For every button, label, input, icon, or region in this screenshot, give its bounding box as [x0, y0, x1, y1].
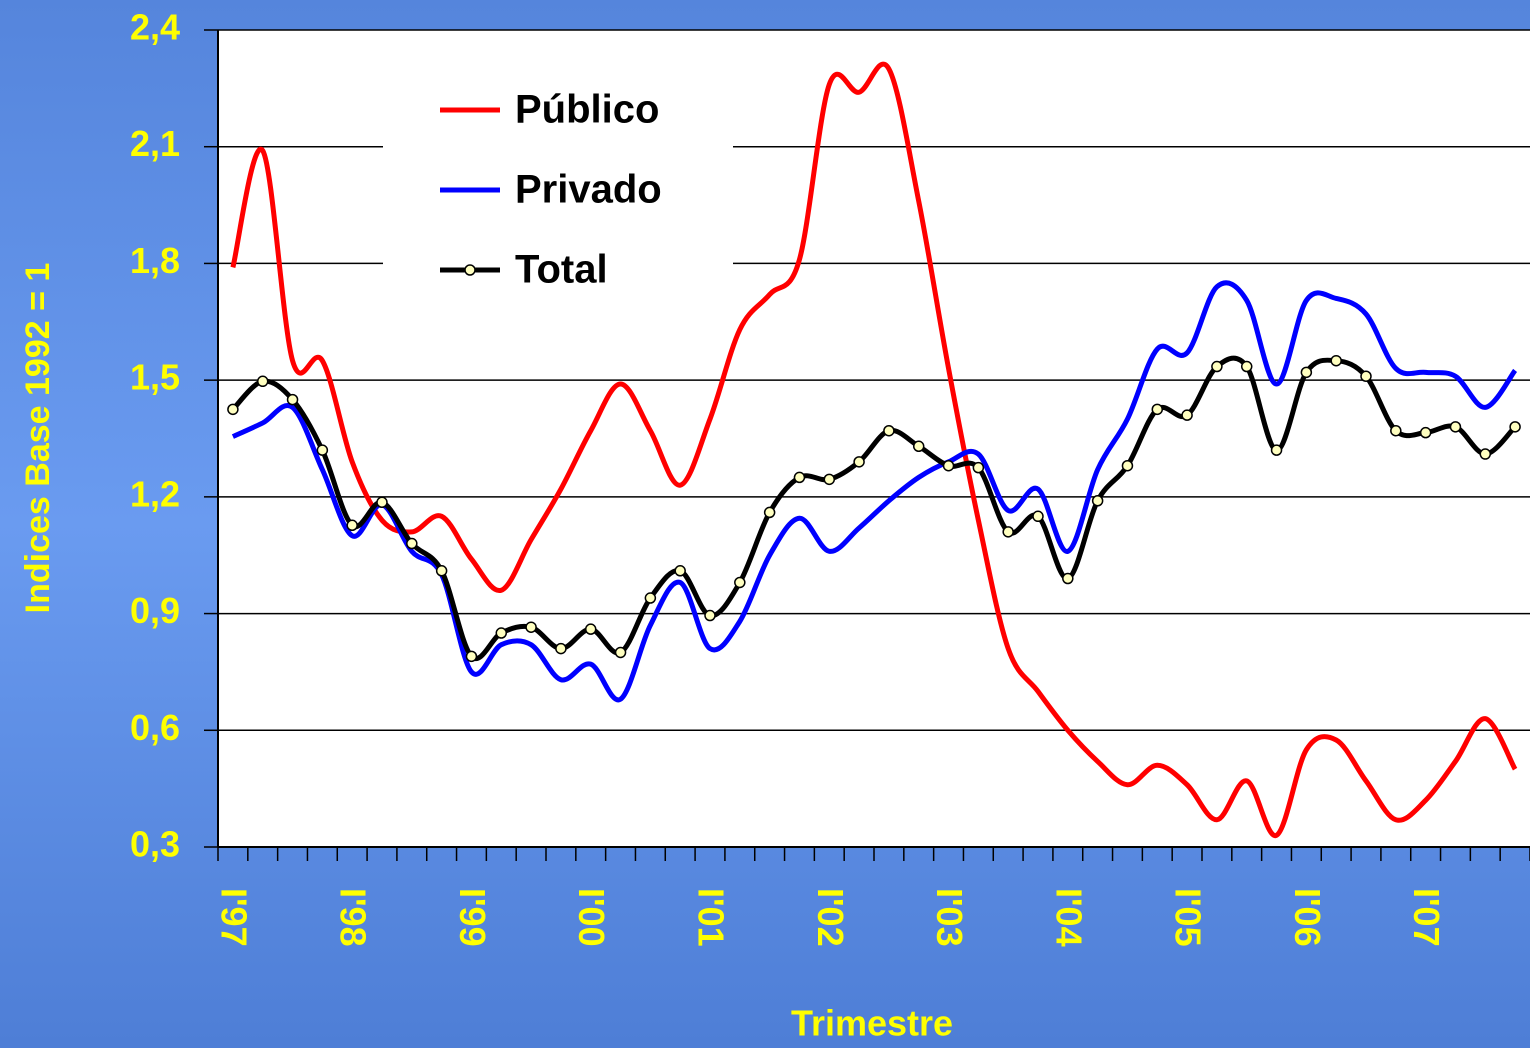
point — [1419, 426, 1432, 439]
y-tick-label: 0,9 — [130, 590, 180, 631]
point — [793, 471, 806, 484]
x-tick-label: I'07 — [1406, 888, 1447, 947]
point — [942, 459, 955, 472]
x-tick-label: I'98 — [333, 888, 374, 947]
point — [763, 506, 776, 519]
point — [555, 642, 567, 655]
point — [1390, 424, 1402, 437]
series-line — [230, 61, 1518, 838]
y-tick-label: 2,1 — [130, 123, 180, 164]
point — [1479, 448, 1492, 460]
x-tick-label: I'97 — [213, 888, 254, 947]
legend-label: Público — [515, 88, 659, 132]
point — [1002, 526, 1014, 538]
point — [406, 537, 418, 550]
point — [1360, 370, 1372, 383]
point — [1181, 409, 1193, 421]
x-tick-label: I'99 — [452, 888, 493, 947]
point — [644, 592, 657, 604]
point — [376, 496, 388, 509]
x-tick-label: I'00 — [571, 888, 612, 947]
point — [256, 375, 269, 388]
x-tick-label: I'04 — [1048, 888, 1089, 947]
x-tick-label: I'03 — [929, 888, 970, 947]
x-tick-label: I'02 — [810, 888, 851, 947]
y-tick-label: 1,8 — [130, 240, 180, 281]
point — [912, 440, 925, 453]
point — [1091, 494, 1104, 507]
point — [227, 403, 239, 416]
x-tick-label: I'05 — [1168, 888, 1209, 947]
x-axis-title: Trimestre — [791, 1003, 953, 1044]
point — [1151, 403, 1164, 416]
point — [1300, 366, 1313, 379]
point — [465, 650, 478, 663]
x-tick-label: I'06 — [1287, 888, 1328, 947]
point — [734, 576, 746, 589]
point — [823, 473, 836, 486]
point — [1062, 572, 1074, 585]
y-tick-label: 2,4 — [130, 7, 180, 48]
point — [614, 646, 627, 659]
point — [495, 627, 508, 639]
point — [435, 565, 448, 577]
point — [525, 621, 537, 633]
legend-label: Privado — [515, 168, 662, 212]
y-tick-label: 0,3 — [130, 824, 180, 865]
point — [346, 519, 358, 532]
y-tick-label: 1,5 — [130, 357, 180, 398]
legend-marker — [464, 264, 476, 276]
point — [853, 456, 865, 468]
point — [674, 565, 686, 577]
point — [704, 609, 716, 622]
y-tick-label: 0,6 — [130, 707, 180, 748]
series-line — [231, 355, 1517, 662]
point — [883, 424, 895, 437]
point — [1032, 510, 1044, 523]
point — [972, 461, 985, 474]
point — [1509, 421, 1521, 433]
point — [286, 393, 299, 406]
point — [1121, 459, 1134, 472]
point — [316, 444, 329, 456]
point — [584, 623, 597, 635]
legend-label: Total — [515, 248, 608, 292]
x-tick-label: I'01 — [690, 888, 731, 947]
point — [1270, 444, 1283, 456]
point — [1449, 421, 1462, 433]
y-tick-label: 1,2 — [130, 473, 180, 514]
y-axis-title: Indices Base 1992 = 1 — [19, 263, 57, 614]
point — [1240, 360, 1253, 373]
point — [1330, 354, 1342, 367]
point — [1211, 360, 1223, 373]
